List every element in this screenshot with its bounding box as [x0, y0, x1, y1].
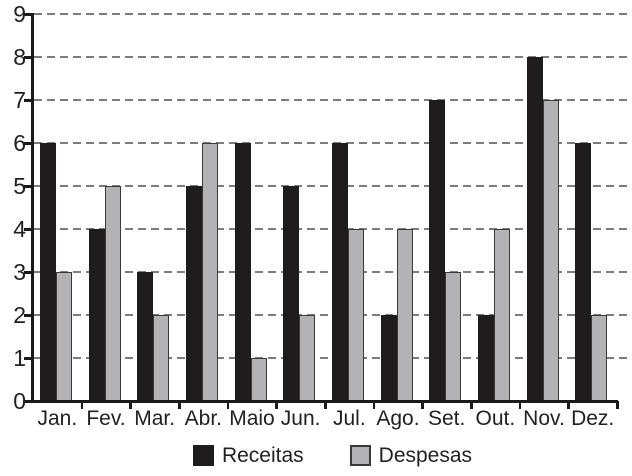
bar-receitas-jan [40, 143, 56, 401]
x-label-jun: Jun. [280, 407, 321, 430]
x-label-ago: Ago. [376, 407, 420, 430]
bar-despesas-dez [591, 315, 608, 401]
y-tick-label-2: 2 [13, 302, 26, 328]
y-tick-label-5: 5 [13, 173, 26, 199]
x-label-dez: Dez. [571, 407, 615, 430]
x-tick-1 [80, 401, 84, 409]
bar-receitas-out [478, 315, 494, 401]
y-tick-5 [24, 185, 33, 188]
legend-item-receitas: Receitas [192, 443, 304, 467]
legend-item-despesas: Despesas [349, 443, 473, 467]
bar-receitas-dez [575, 143, 592, 401]
y-tick-1 [24, 357, 33, 360]
bar-despesas-jan [56, 272, 72, 401]
legend: Receitas Despesas [33, 441, 632, 469]
bar-receitas-fev [88, 229, 105, 401]
y-tick-label-1: 1 [13, 345, 26, 371]
x-tick-2 [129, 401, 132, 409]
x-label-set: Set. [427, 407, 466, 430]
x-label-out: Out. [475, 407, 516, 430]
bar-despesas-mar [153, 315, 170, 401]
x-label-maio: Maio [229, 407, 275, 430]
y-tick-2 [24, 314, 33, 317]
x-label-mar: Mar. [134, 407, 176, 430]
x-tick-6 [324, 401, 327, 409]
x-tick-7 [372, 401, 376, 409]
bar-despesas-nov [542, 100, 559, 401]
x-axis-line [30, 400, 618, 403]
x-tick-8 [421, 401, 424, 409]
despesas-swatch-icon [349, 444, 371, 466]
legend-label-receitas: Receitas [221, 443, 304, 467]
y-tick-0 [24, 400, 33, 403]
gridline-9 [34, 13, 632, 15]
plot-area: 0 1 2 3 4 5 6 7 8 9 Jan. Fev. Mar. Abr. Maio Jun. Jul. Ag… [13, 1, 632, 430]
bar-despesas-jul [348, 229, 364, 401]
y-tick-label-7: 7 [13, 87, 26, 113]
bar-despesas-maio [250, 358, 267, 401]
bar-receitas-jul [332, 143, 348, 401]
bar-receitas-nov [526, 57, 543, 401]
x-tick-5 [275, 401, 278, 409]
y-tick-label-3: 3 [13, 259, 26, 285]
y-tick-label-4: 4 [13, 216, 26, 242]
bar-receitas-maio [234, 143, 251, 401]
bar-despesas-fev [104, 186, 121, 401]
x-label-abr: Abr. [184, 407, 222, 430]
y-tick-4 [24, 228, 33, 231]
y-tick-label-0: 0 [13, 388, 26, 414]
y-tick-3 [24, 271, 33, 274]
x-label-jul: Jul. [332, 407, 366, 430]
x-tick-11 [567, 401, 570, 409]
bar-receitas-mar [137, 272, 154, 401]
bar-despesas-abr [202, 143, 218, 401]
x-label-fev: Fev. [86, 407, 126, 430]
y-axis-line [31, 13, 34, 403]
gridline-8 [34, 56, 632, 58]
x-label-jan: Jan. [37, 407, 78, 430]
legend-label-despesas: Despesas [378, 443, 473, 467]
bar-despesas-jun [299, 315, 316, 401]
y-tick-label-6: 6 [13, 130, 26, 156]
y-tick-label-8: 8 [13, 44, 26, 70]
receitas-swatch-icon [192, 444, 214, 466]
bar-despesas-ago [396, 229, 413, 401]
bar-receitas-abr [186, 186, 202, 401]
x-tick-9 [470, 401, 473, 409]
y-tick-label-9: 9 [13, 1, 26, 27]
gridline-7 [34, 99, 632, 101]
x-tick-4 [226, 401, 230, 409]
bar-receitas-ago [380, 315, 397, 401]
y-tick-7 [24, 99, 33, 102]
y-tick-6 [24, 142, 33, 145]
bar-receitas-set [429, 100, 446, 401]
bar-receitas-jun [283, 186, 300, 401]
y-tick-9 [24, 13, 33, 16]
x-tick-12 [616, 401, 619, 409]
y-tick-8 [24, 56, 33, 59]
x-tick-10 [518, 401, 522, 409]
bar-despesas-out [494, 229, 510, 401]
bar-despesas-set [445, 272, 462, 401]
x-tick-3 [178, 401, 181, 409]
x-label-nov: Nov. [523, 407, 565, 430]
